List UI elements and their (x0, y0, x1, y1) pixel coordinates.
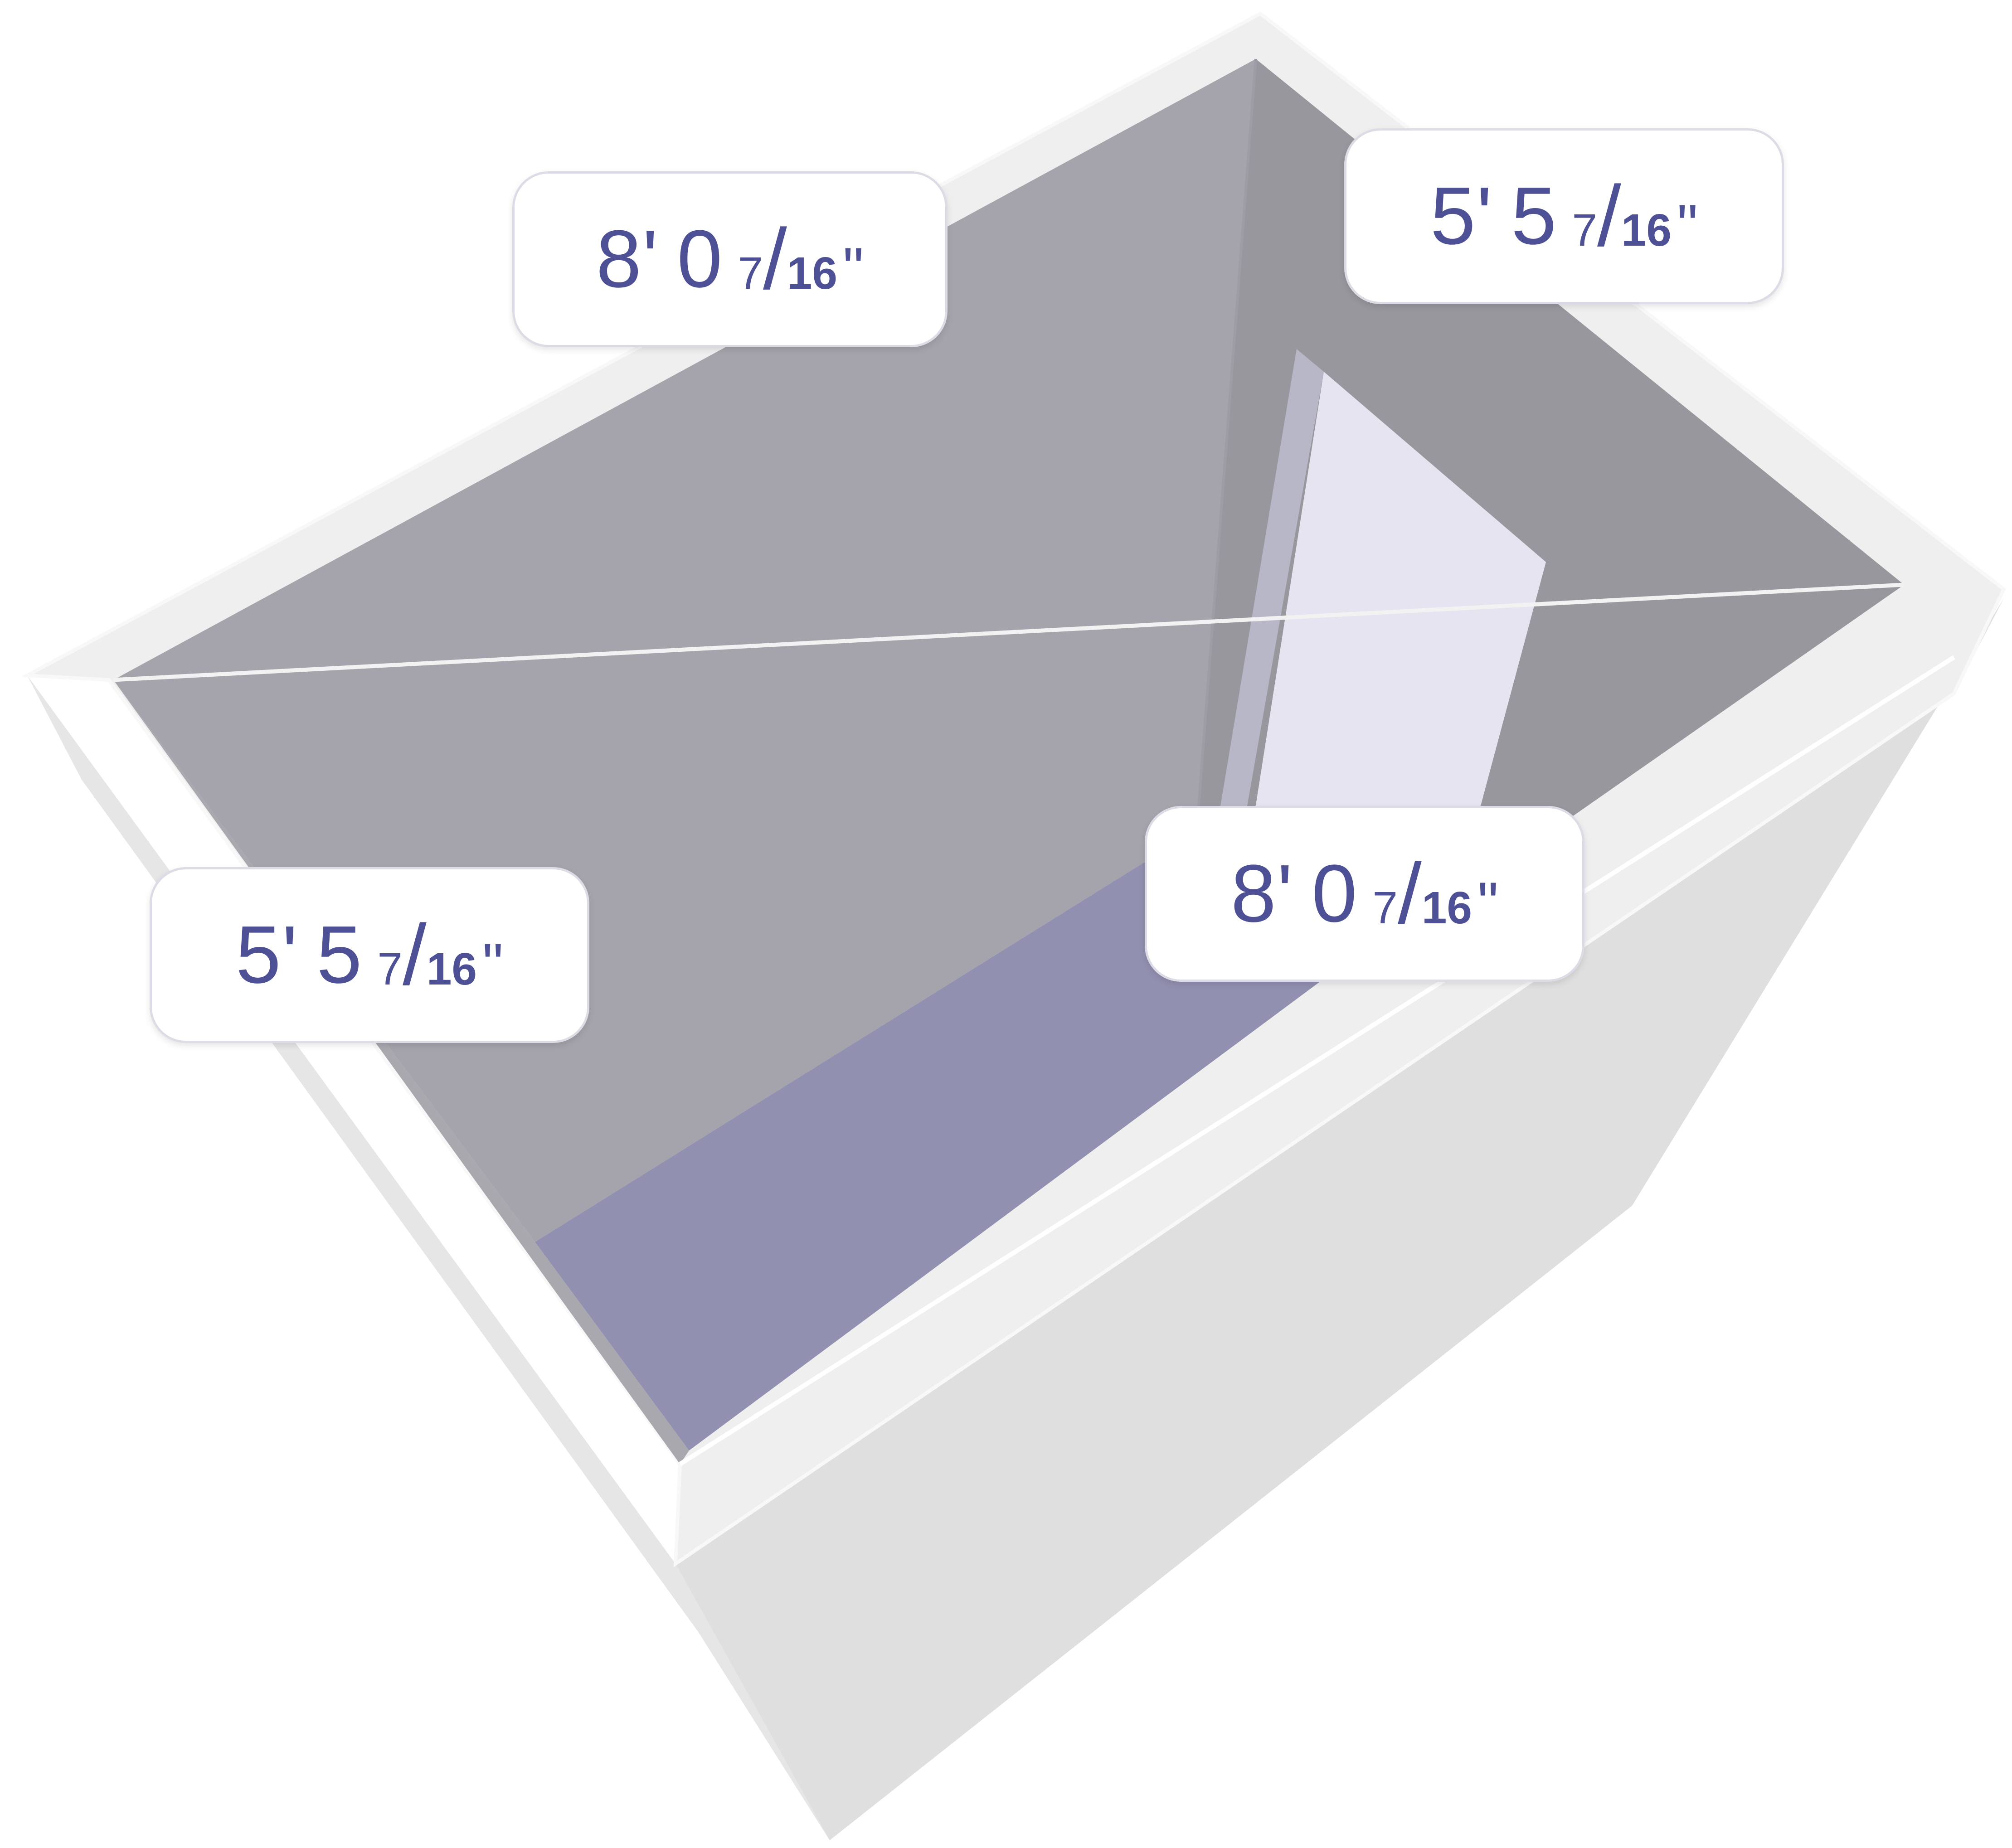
dimension-fraction: 7 / 16 " (1572, 173, 1698, 259)
inch-mark: " (1477, 870, 1499, 936)
dimension-feet: 8' (1230, 848, 1294, 939)
dimension-fraction: 7 / 16 " (738, 216, 864, 302)
fraction-slash: / (1398, 846, 1422, 942)
inch-mark: " (843, 235, 864, 301)
dimension-label-left[interactable]: 5' 5 7 / 16 " (150, 867, 589, 1043)
corner-edge (1196, 58, 1257, 830)
fraction-denominator: 16 (1421, 883, 1473, 933)
dimension-fraction: 7 / 16 " (1372, 851, 1498, 937)
dimension-fraction: 7 / 16 " (377, 912, 503, 998)
dimension-label-front[interactable]: 8' 0 7 / 16 " (1145, 806, 1584, 982)
fraction-numerator: 7 (1372, 883, 1398, 933)
dimension-label-top-right[interactable]: 5' 5 7 / 16 " (1344, 128, 1784, 304)
diagonal-line (113, 582, 1905, 682)
dimension-inches: 0 (1312, 848, 1358, 939)
fraction-denominator: 16 (787, 248, 838, 299)
fraction-numerator: 7 (738, 248, 763, 299)
dimension-inches: 5 (316, 909, 363, 1000)
dimension-feet: 5' (1430, 170, 1493, 262)
rim-highlight (679, 655, 1955, 1466)
fraction-slash: / (403, 907, 427, 1003)
door-panel-shadow (1215, 349, 1324, 839)
fraction-slash: / (763, 211, 787, 307)
dimension-label-top-left[interactable]: 8' 0 7 / 16 " (512, 171, 948, 347)
fraction-numerator: 7 (1572, 205, 1598, 256)
fraction-denominator: 16 (1621, 205, 1672, 256)
dimension-inches: 0 (677, 213, 724, 305)
inch-mark: " (1677, 192, 1698, 258)
fraction-numerator: 7 (377, 944, 403, 994)
outer-wall-right (676, 598, 2004, 1840)
door-panel (1251, 372, 1546, 834)
inch-mark: " (482, 931, 504, 997)
fraction-slash: / (1597, 168, 1621, 264)
dimension-feet: 5' (235, 909, 299, 1000)
fraction-denominator: 16 (426, 944, 477, 994)
dimension-feet: 8' (596, 213, 659, 305)
dimension-inches: 5 (1511, 170, 1558, 262)
